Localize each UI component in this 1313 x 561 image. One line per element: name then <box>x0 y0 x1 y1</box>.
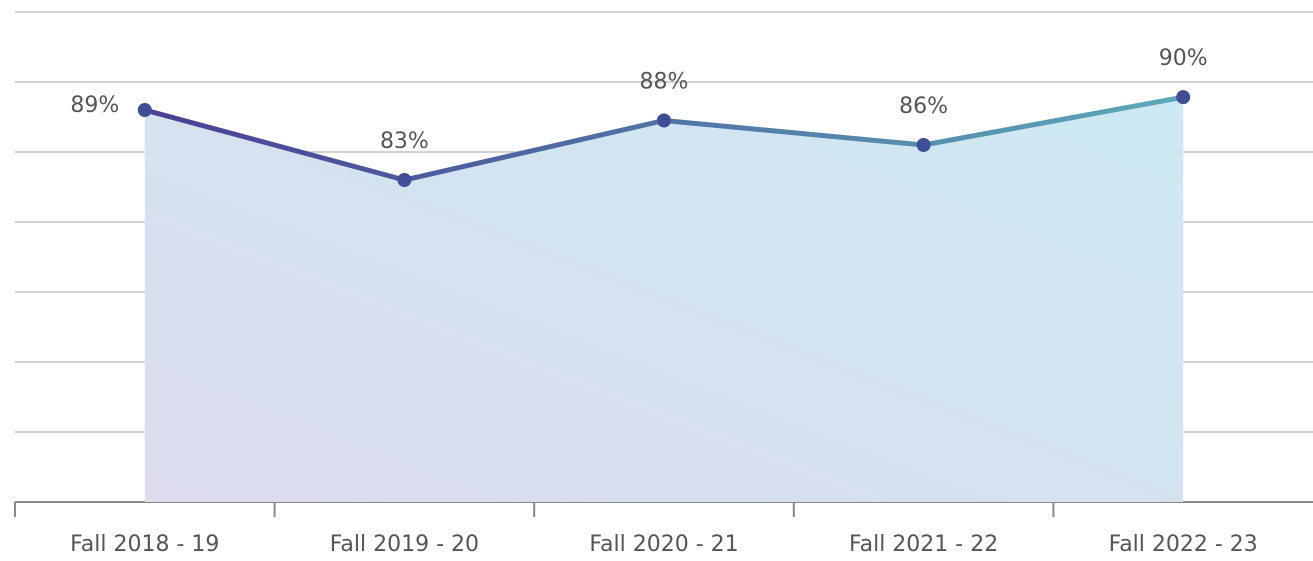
x-tick-label: Fall 2019 - 20 <box>330 532 479 557</box>
data-label: 90% <box>1159 46 1208 71</box>
data-label: 83% <box>380 129 429 154</box>
point <box>916 138 931 152</box>
point <box>397 173 412 187</box>
data-label: 88% <box>640 70 689 95</box>
data-label: 86% <box>899 94 948 119</box>
x-tick-label: Fall 2022 - 23 <box>1109 532 1258 557</box>
data-label: 89% <box>70 93 119 118</box>
point <box>1176 90 1191 105</box>
point <box>137 103 152 117</box>
x-tick-label: Fall 2020 - 21 <box>589 532 738 557</box>
x-tick-label: Fall 2021 - 22 <box>849 532 998 557</box>
point <box>657 113 671 128</box>
area <box>144 97 1184 503</box>
x-tick-label: Fall 2018 - 19 <box>70 532 219 557</box>
